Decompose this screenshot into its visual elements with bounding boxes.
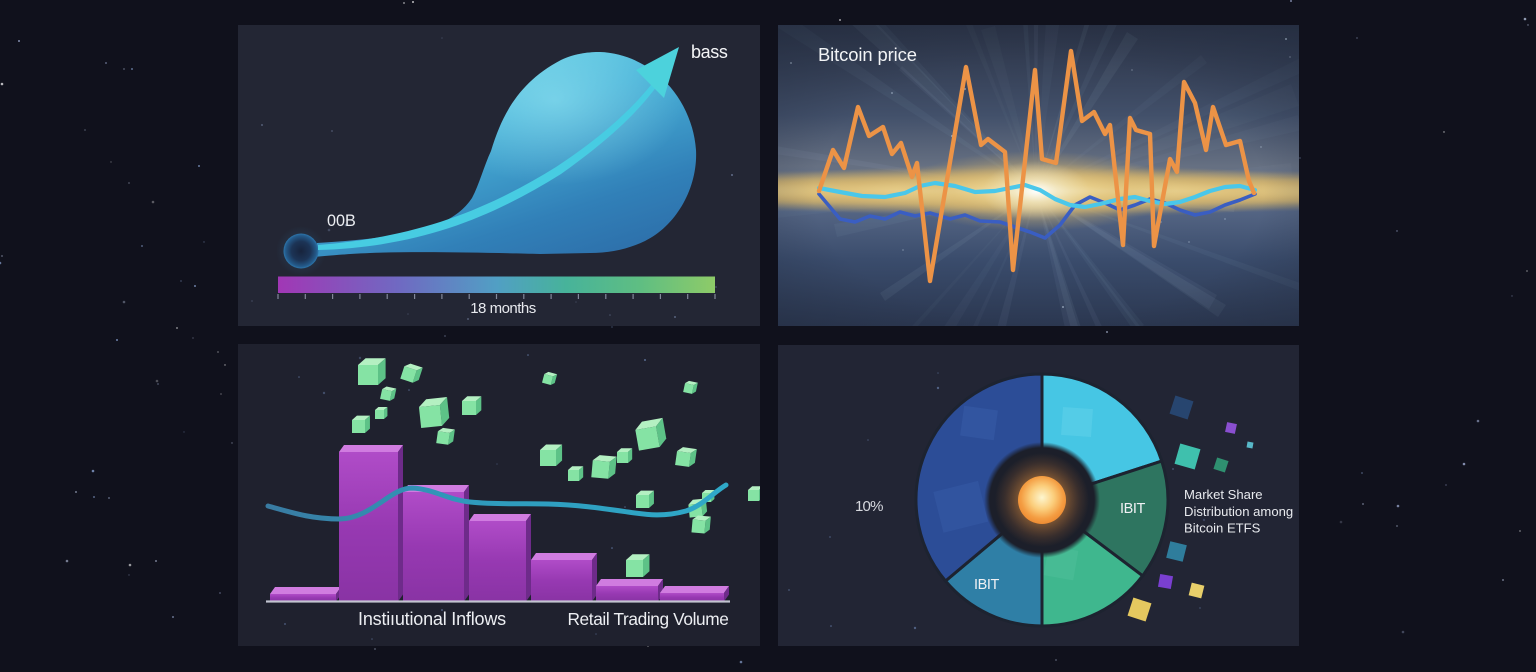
- svg-text:IBIT: IBIT: [1120, 501, 1146, 517]
- svg-text:Instiıutional Inflows: Instiıutional Inflows: [358, 609, 506, 629]
- svg-text:bass: bass: [691, 42, 728, 62]
- svg-text:10%: 10%: [855, 498, 883, 515]
- svg-text:Retail Trading Volume: Retail Trading Volume: [567, 609, 728, 629]
- svg-text:Bitcoin price: Bitcoin price: [818, 44, 917, 65]
- svg-text:IBIT: IBIT: [974, 577, 1000, 593]
- svg-text:00B: 00B: [327, 212, 356, 230]
- svg-text:18 months: 18 months: [470, 300, 536, 317]
